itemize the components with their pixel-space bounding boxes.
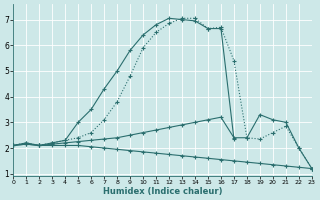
X-axis label: Humidex (Indice chaleur): Humidex (Indice chaleur) (103, 187, 222, 196)
